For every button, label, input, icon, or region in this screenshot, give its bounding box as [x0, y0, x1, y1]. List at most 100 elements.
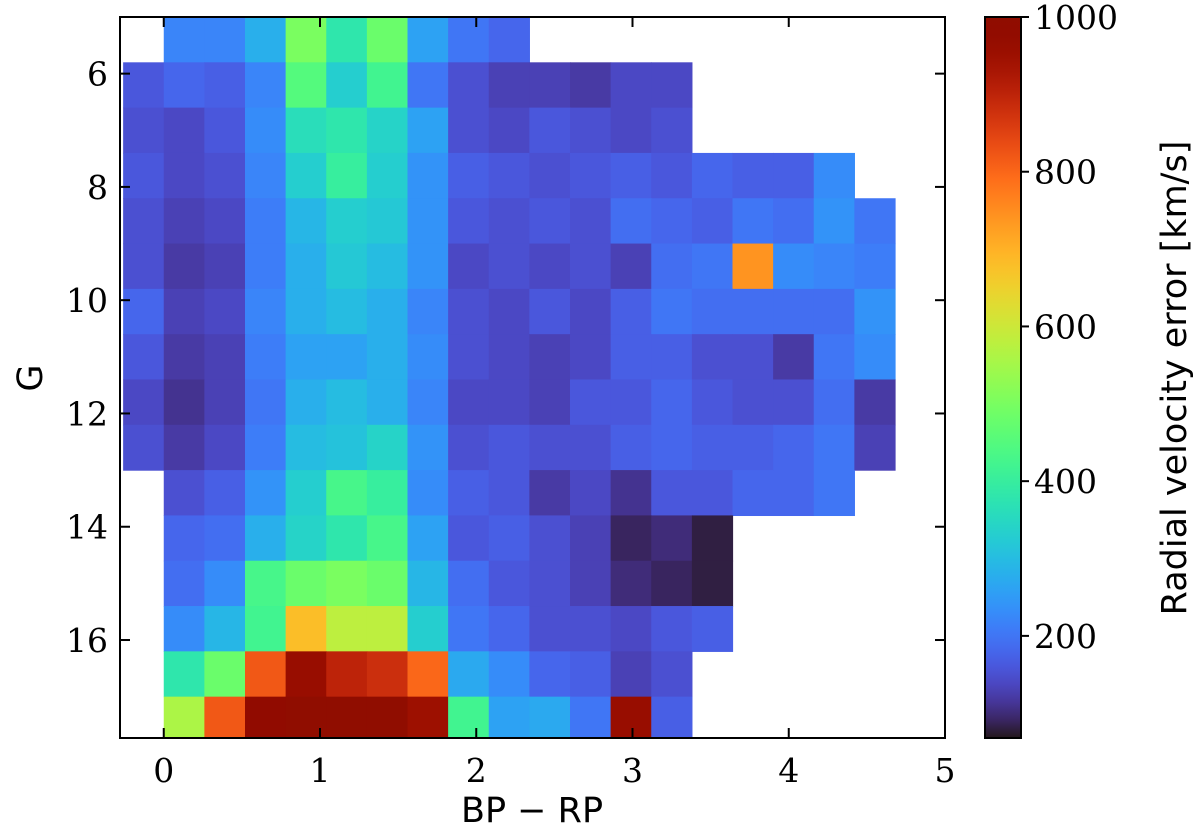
heatmap-cell: [813, 243, 855, 290]
heatmap-cell: [854, 198, 896, 245]
heatmap-cell: [366, 62, 409, 109]
y-tick-label: 12: [66, 394, 108, 433]
y-tick-label: 14: [66, 508, 108, 547]
heatmap-cell: [529, 470, 571, 517]
heatmap-cell: [245, 107, 287, 154]
heatmap-cell: [448, 424, 490, 471]
heatmap-cell: [204, 17, 246, 63]
heatmap-cell: [204, 515, 246, 562]
heatmap-cell: [326, 288, 368, 335]
heatmap-cell: [204, 288, 246, 335]
heatmap-cell: [285, 288, 327, 335]
heatmap-cell: [813, 424, 855, 471]
y-tick-label: 8: [87, 168, 108, 207]
heatmap-cell: [691, 470, 734, 517]
x-tick-label: 0: [153, 751, 174, 790]
heatmap-cell: [245, 560, 287, 607]
heatmap-cell: [651, 288, 693, 335]
heatmap-cell: [366, 198, 409, 245]
heatmap-cell: [854, 379, 896, 426]
heatmap-cell: [732, 288, 774, 335]
heatmap-cell: [245, 470, 287, 517]
heatmap-cell: [245, 152, 287, 199]
heatmap-cell: [407, 515, 449, 562]
heatmap-cell: [407, 696, 449, 739]
heatmap-cell: [570, 334, 612, 381]
y-tick-label: 6: [87, 55, 108, 94]
heatmap-cell: [773, 198, 815, 245]
heatmap-cell: [245, 379, 287, 426]
heatmap-cell: [163, 288, 205, 335]
heatmap-cell: [366, 334, 409, 381]
heatmap-cell: [366, 470, 409, 517]
heatmap-cell: [448, 379, 490, 426]
heatmap-cell: [610, 334, 652, 381]
heatmap-cell: [529, 288, 571, 335]
y-tick-label: 10: [66, 281, 108, 320]
heatmap-cell: [448, 288, 490, 335]
heatmap-cell: [366, 651, 409, 698]
heatmap-cell: [326, 198, 368, 245]
heatmap-cell: [326, 243, 368, 290]
heatmap-cell: [326, 470, 368, 517]
heatmap-cell: [204, 696, 246, 739]
heatmap-cell: [163, 379, 205, 426]
colorbar: [984, 16, 1022, 739]
heatmap-cell: [448, 334, 490, 381]
colorbar-tick-label: 800: [1034, 153, 1097, 192]
heatmap-cell: [407, 107, 449, 154]
colorbar-tick-label: 400: [1034, 462, 1097, 501]
heatmap-cell: [691, 560, 734, 607]
heatmap-cell: [610, 379, 652, 426]
heatmap-cell: [529, 515, 571, 562]
heatmap-cell: [407, 334, 449, 381]
heatmap-cell: [651, 379, 693, 426]
heatmap-cell: [529, 424, 571, 471]
heatmap-cell: [529, 696, 571, 739]
heatmap-cell: [407, 424, 449, 471]
heatmap-cell: [570, 424, 612, 471]
heatmap-cell: [732, 379, 774, 426]
heatmap-cell: [366, 107, 409, 154]
heatmap-cell: [448, 243, 490, 290]
heatmap-cell: [488, 560, 530, 607]
heatmap-cell: [651, 152, 693, 199]
heatmap-cell: [407, 379, 449, 426]
heatmap-cell: [407, 62, 449, 109]
heatmap-cell: [285, 560, 327, 607]
heatmap-cell: [651, 560, 693, 607]
heatmap-cell: [448, 515, 490, 562]
heatmap-cell: [691, 379, 734, 426]
heatmap-cell: [366, 17, 409, 63]
heatmap-cell: [204, 379, 246, 426]
heatmap-cell: [570, 560, 612, 607]
heatmap-cell: [813, 470, 855, 517]
heatmap-cell: [773, 243, 815, 290]
heatmap-cell: [123, 379, 165, 426]
heatmap-cell: [529, 651, 571, 698]
heatmap: [123, 17, 896, 739]
heatmap-cell: [570, 198, 612, 245]
heatmap-cell: [773, 424, 815, 471]
heatmap-cell: [448, 17, 490, 63]
heatmap-cell: [610, 62, 652, 109]
heatmap-cell: [407, 152, 449, 199]
heatmap-cell: [285, 606, 327, 652]
heatmap-cell: [610, 651, 652, 698]
heatmap-cell: [529, 334, 571, 381]
heatmap-cell: [610, 107, 652, 154]
heatmap-cell: [732, 334, 774, 381]
heatmap-cell: [285, 152, 327, 199]
heatmap-cell: [570, 379, 612, 426]
heatmap-cell: [285, 107, 327, 154]
heatmap-cell: [285, 62, 327, 109]
heatmap-cell: [732, 198, 774, 245]
heatmap-cell: [488, 107, 530, 154]
colorbar-label: Radial velocity error [km/s]: [1155, 141, 1195, 616]
heatmap-cell: [407, 651, 449, 698]
heatmap-cell: [651, 696, 693, 739]
heatmap-cell: [854, 424, 896, 471]
heatmap-cell: [407, 17, 449, 63]
